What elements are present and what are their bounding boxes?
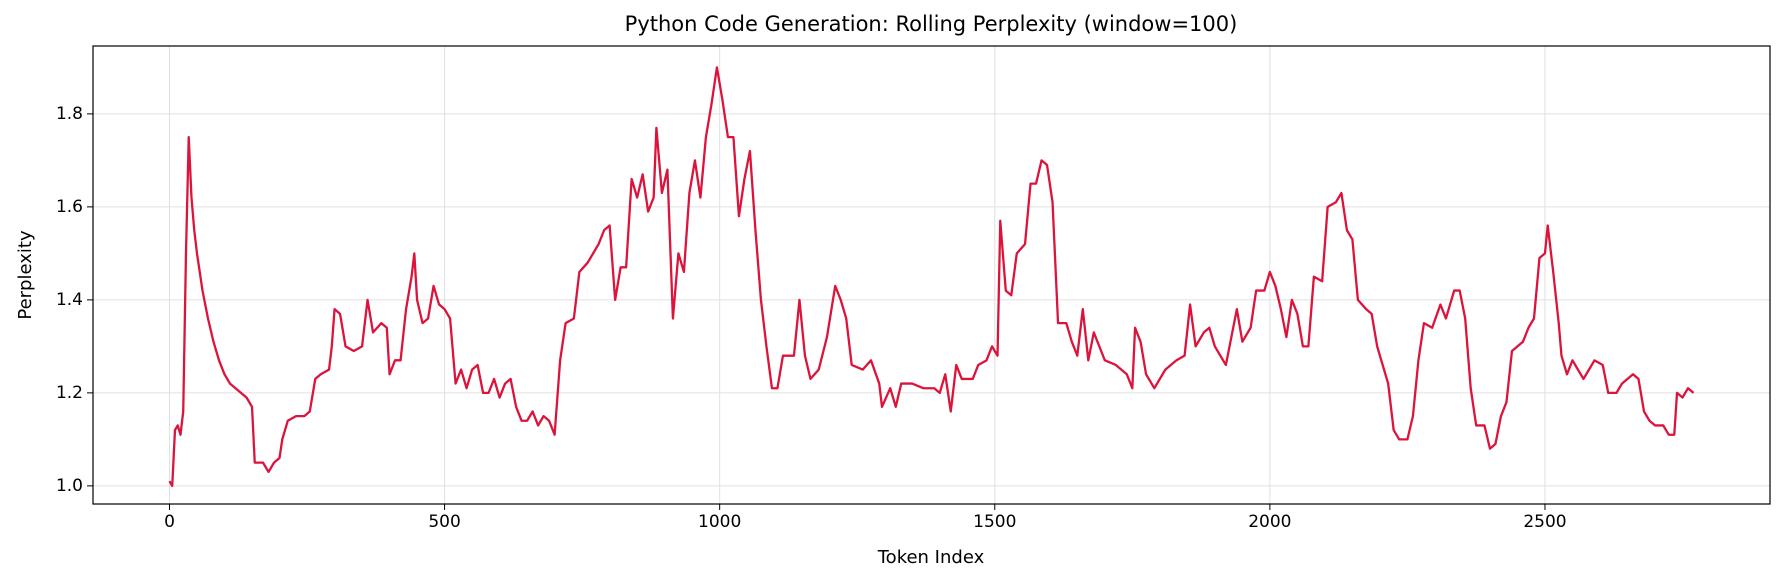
x-tick-label: 2500 — [1523, 512, 1566, 532]
y-tick-label: 1.4 — [56, 290, 83, 310]
y-axis-label: Perplexity — [15, 230, 36, 320]
x-tick-label: 500 — [428, 512, 460, 532]
x-axis-label: Token Index — [877, 547, 985, 568]
line — [168, 66, 1695, 488]
x-tick-label: 0 — [164, 512, 175, 532]
plot-frame — [92, 45, 1771, 505]
x-tick-label: 2000 — [1248, 512, 1291, 532]
y-tick-label: 1.8 — [56, 104, 83, 124]
x-tick-label: 1500 — [973, 512, 1016, 532]
y-tick-label: 1.2 — [56, 383, 83, 403]
chart-title: Python Code Generation: Rolling Perplexi… — [625, 12, 1238, 36]
y-tick-label: 1.6 — [56, 197, 83, 217]
x-tick-label: 1000 — [698, 512, 741, 532]
y-tick-label: 1.0 — [56, 476, 83, 496]
